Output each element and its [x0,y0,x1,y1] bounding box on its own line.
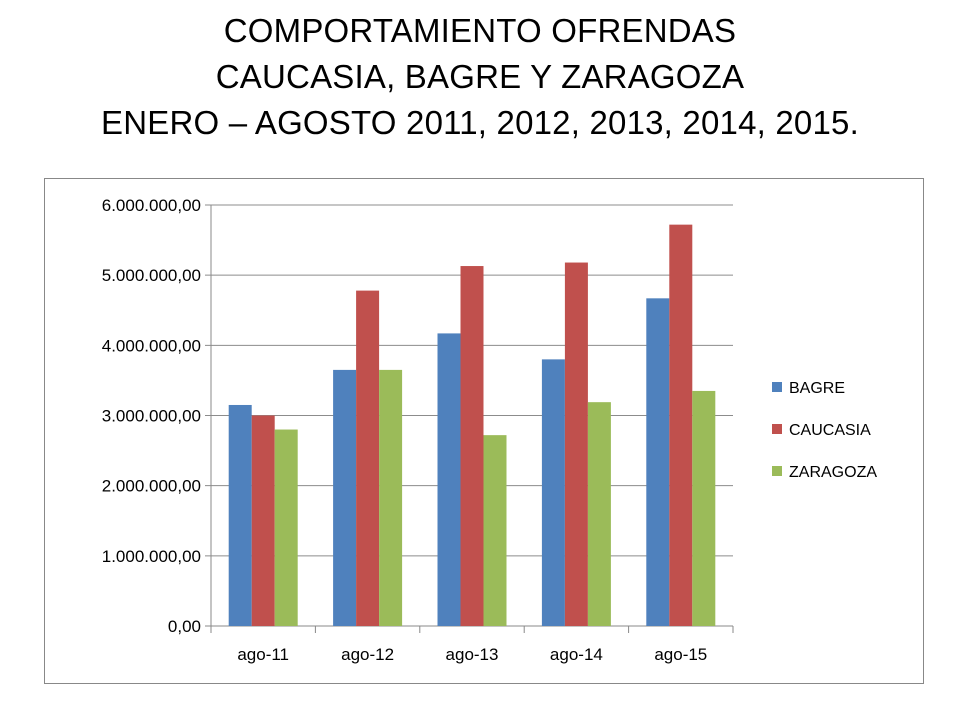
bar-zaragoza [587,402,611,626]
bar-zaragoza [379,369,403,626]
bar-caucasia [460,266,484,626]
legend-swatch-bagre [772,382,782,392]
bar-chart: 0,00 1.000.000,00 2.000.000,00 3.000.000,00… [102,196,878,664]
legend-label-bagre: BAGRE [789,380,845,397]
bar-zaragoza [274,429,298,626]
chart-frame: 0,00 1.000.000,00 2.000.000,00 3.000.000,00… [44,178,924,684]
bar-bagre [646,298,670,626]
x-category-label: ago-15 [654,645,707,664]
bar-caucasia [251,415,275,626]
bar-zaragoza [692,390,716,626]
x-category-label: ago-12 [341,645,394,664]
bar-caucasia [564,262,588,626]
bar-bagre [333,369,357,626]
y-tick-label: 2.000.000,00 [102,477,201,496]
title-line-2: CAUCASIA, BAGRE Y ZARAGOZA [215,58,745,95]
bar-zaragoza [483,435,507,626]
x-category-label: ago-14 [550,645,603,664]
x-category-label: ago-13 [446,645,499,664]
y-tick-label: 0,00 [168,617,201,636]
x-category-label: ago-11 [237,645,289,664]
y-tick-label: 3.000.000,00 [102,407,201,426]
bar-bagre [541,359,565,626]
bar-caucasia [356,290,380,626]
legend-swatch-caucasia [772,424,782,434]
legend-swatch-zaragoza [772,466,782,476]
bar-bagre [228,404,252,626]
y-tick-label: 5.000.000,00 [102,266,201,285]
title-line-3: ENERO – AGOSTO 2011, 2012, 2013, 2014, 2… [101,104,859,141]
title-line-1: COMPORTAMIENTO OFRENDAS [223,12,737,49]
y-tick-label: 4.000.000,00 [102,336,201,355]
bar-caucasia [669,224,693,626]
page-title: COMPORTAMIENTO OFRENDAS CAUCASIA, BAGRE … [0,8,960,146]
legend-label-caucasia: CAUCASIA [789,422,871,439]
y-tick-label: 1.000.000,00 [102,547,201,566]
bar-bagre [437,333,461,626]
legend-label-zaragoza: ZARAGOZA [789,464,877,481]
y-tick-label: 6.000.000,00 [102,196,201,215]
